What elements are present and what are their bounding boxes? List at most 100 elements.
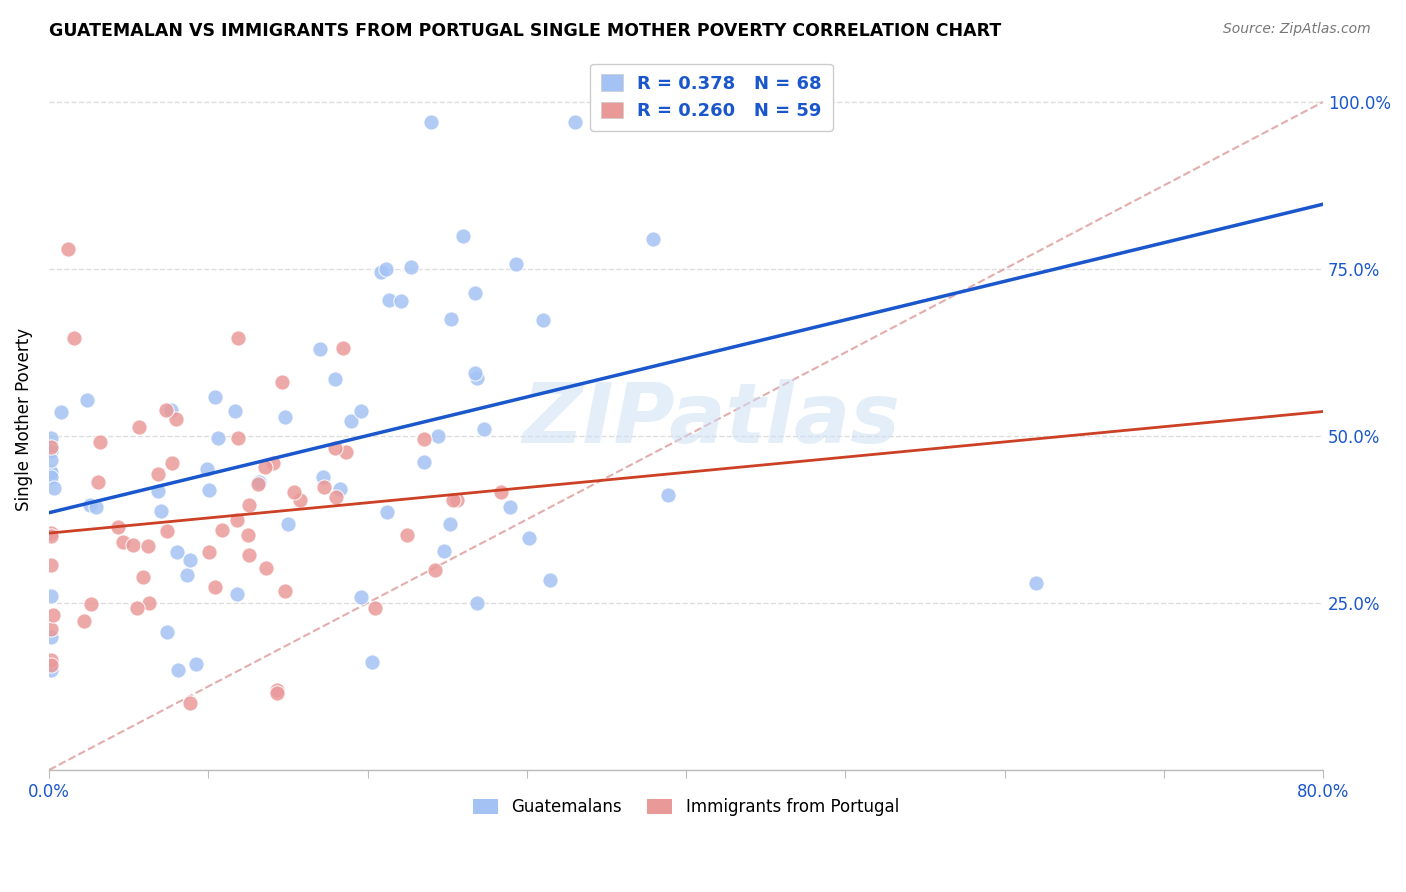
Point (226, 513, 249, 527)
Point (1025, 576, 1047, 591)
Point (73, 614, 96, 628)
Point (643, 232, 665, 246)
Point (531, 313, 554, 327)
Point (136, 539, 159, 553)
Point (412, 455, 434, 469)
Point (266, 686, 288, 700)
Point (329, 483, 352, 497)
Point (226, 331, 249, 345)
Point (63, 331, 86, 345)
Point (517, 531, 540, 545)
Point (451, 228, 474, 243)
Point (39, 631, 62, 645)
Point (207, 431, 229, 445)
Point (132, 569, 155, 583)
Y-axis label: Single Mother Poverty: Single Mother Poverty (15, 327, 32, 511)
Point (238, 498, 260, 512)
Point (39, 589, 62, 603)
Point (564, 115, 586, 129)
Point (42, 481, 65, 495)
Point (39, 440, 62, 454)
Point (350, 404, 373, 418)
Point (204, 580, 226, 594)
Point (340, 414, 363, 428)
Point (441, 493, 464, 508)
Text: Source: ZipAtlas.com: Source: ZipAtlas.com (1223, 22, 1371, 37)
Point (361, 655, 384, 669)
Point (425, 564, 447, 578)
Point (465, 597, 488, 611)
Point (149, 504, 172, 518)
Point (277, 517, 299, 532)
Point (378, 293, 401, 307)
Point (39, 529, 62, 543)
Point (538, 573, 561, 587)
Point (446, 492, 468, 507)
Point (39, 622, 62, 636)
Point (39, 431, 62, 445)
Point (370, 265, 392, 279)
Point (308, 342, 330, 356)
Point (246, 476, 269, 491)
Point (226, 431, 249, 445)
Point (211, 523, 233, 537)
Point (350, 591, 373, 605)
Point (179, 553, 201, 567)
Point (464, 366, 486, 380)
Point (224, 404, 246, 418)
Point (148, 467, 170, 481)
Point (176, 568, 198, 582)
Point (166, 545, 188, 559)
Point (375, 505, 398, 519)
Point (389, 293, 412, 308)
Point (39, 467, 62, 482)
Point (420, 115, 443, 129)
Point (204, 390, 226, 404)
Point (472, 422, 495, 436)
Point (128, 420, 150, 434)
Text: ZIPatlas: ZIPatlas (523, 379, 900, 459)
Point (262, 456, 284, 470)
Point (39, 558, 62, 572)
Point (155, 403, 177, 417)
Point (39, 444, 62, 458)
Point (254, 561, 277, 575)
Point (160, 456, 183, 470)
Point (266, 682, 288, 697)
Point (42, 608, 65, 623)
Point (156, 524, 179, 539)
Point (125, 600, 148, 615)
Point (323, 372, 346, 386)
Point (312, 470, 335, 484)
Point (364, 600, 387, 615)
Point (56, 242, 79, 256)
Point (505, 257, 527, 271)
Point (195, 462, 218, 476)
Point (156, 625, 179, 640)
Point (138, 595, 160, 609)
Point (335, 445, 357, 459)
Point (396, 527, 419, 541)
Point (464, 285, 486, 300)
Point (314, 480, 336, 494)
Point (39, 653, 62, 667)
Point (39, 525, 62, 540)
Point (226, 587, 249, 601)
Point (76, 392, 98, 407)
Point (274, 583, 297, 598)
Point (184, 657, 207, 672)
Point (39, 657, 62, 672)
Text: GUATEMALAN VS IMMIGRANTS FROM PORTUGAL SINGLE MOTHER POVERTY CORRELATION CHART: GUATEMALAN VS IMMIGRANTS FROM PORTUGAL S… (49, 22, 1001, 40)
Point (440, 312, 463, 326)
Point (160, 403, 183, 417)
Point (491, 485, 513, 500)
Point (325, 490, 347, 504)
Point (121, 538, 143, 552)
Point (332, 341, 354, 355)
Point (166, 663, 188, 677)
Point (79, 498, 101, 512)
Point (657, 488, 679, 502)
Point (288, 492, 311, 507)
Point (86, 500, 108, 514)
Point (465, 371, 488, 385)
